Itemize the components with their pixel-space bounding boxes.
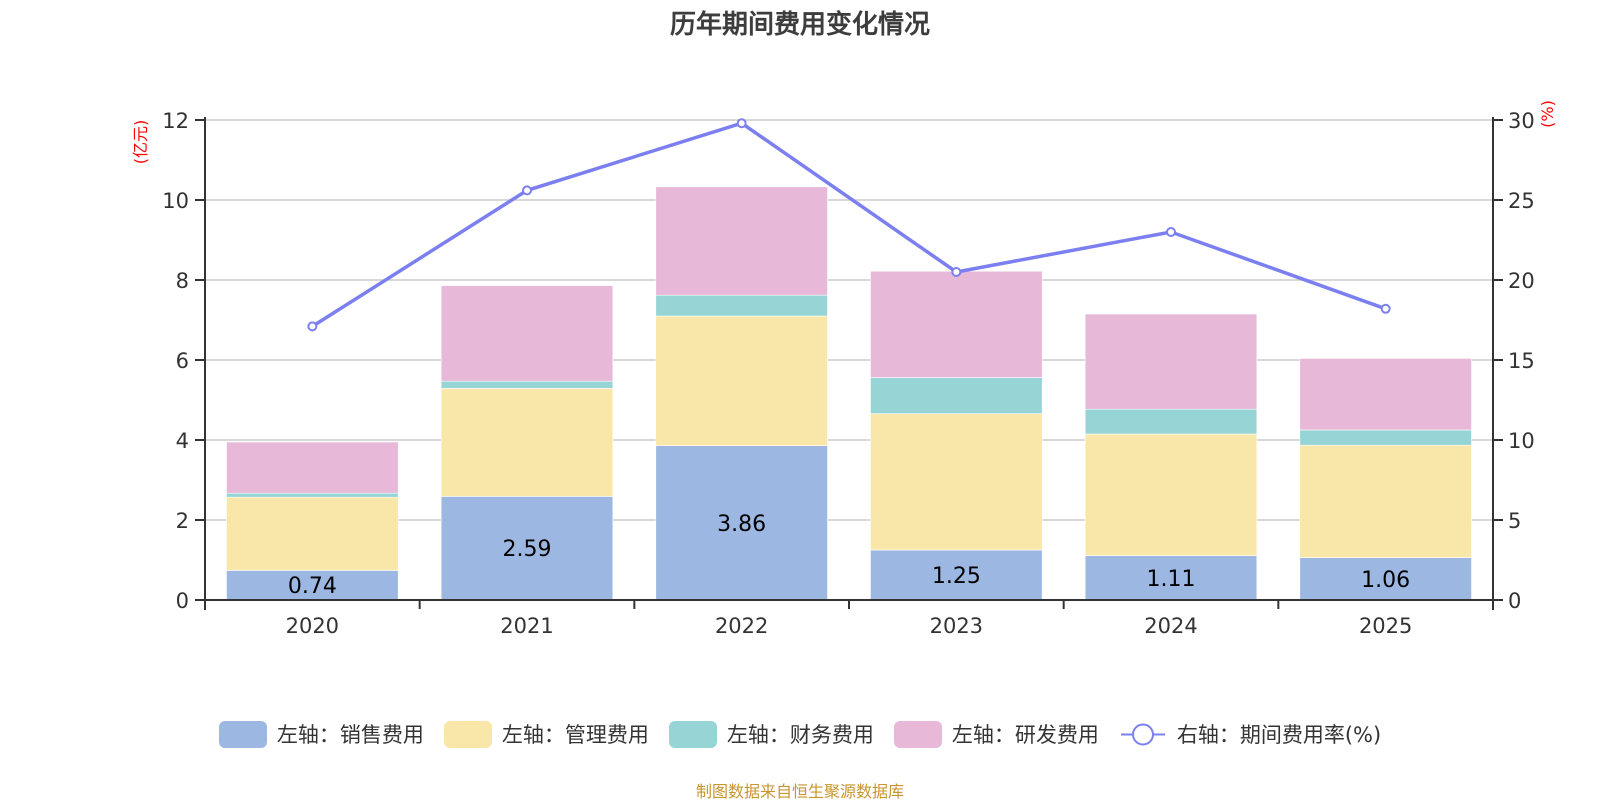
- bar-segment[interactable]: [226, 496, 399, 571]
- rate-line-point[interactable]: [307, 321, 318, 332]
- right-axis-tick-label: 30: [1508, 109, 1535, 133]
- legend-label: 左轴：研发费用: [951, 723, 1099, 747]
- bar-value-label: 2.59: [503, 537, 552, 562]
- legend-label: 左轴：财务费用: [726, 723, 874, 747]
- bar-value-label: 0.74: [288, 574, 337, 599]
- left-axis-tick-label: 12: [162, 109, 189, 133]
- grid-lines: [205, 119, 1493, 521]
- bar-segment[interactable]: [1299, 429, 1472, 446]
- rate-line-path: [311, 121, 1387, 328]
- legend-label: 右轴：期间费用率(%): [1176, 723, 1382, 747]
- rate-line-point[interactable]: [1380, 303, 1391, 314]
- legend-swatch-icon: [443, 720, 492, 748]
- bar-segment[interactable]: [655, 445, 828, 601]
- legend-item[interactable]: 左轴：研发费用: [893, 719, 1099, 749]
- x-axis-tick-label: 2021: [500, 614, 553, 638]
- bar-segment[interactable]: [226, 492, 399, 498]
- x-axis-tick-label: 2023: [930, 614, 983, 638]
- right-axis-tick-label: 10: [1508, 429, 1535, 453]
- bar-value-label: 1.06: [1361, 568, 1410, 593]
- labels: 0.74 2.59 3.86 1.25 1.11 1.06: [288, 512, 1410, 599]
- x-axis-tick-label: 2025: [1359, 614, 1412, 638]
- bar-segment[interactable]: [440, 496, 614, 601]
- legend-item[interactable]: 右轴：期间费用率(%): [1119, 719, 1381, 749]
- left-axis-tick-label: 2: [176, 509, 189, 533]
- bar-value-label: 1.25: [932, 564, 981, 589]
- legend: 左轴：销售费用 左轴：管理费用 左轴：财务费用 左轴：研发费用 右轴：期间费用率(%): [0, 719, 1600, 749]
- left-axis-tick-label: 0: [176, 589, 189, 613]
- right-axis-unit-label: (%): [1538, 100, 1557, 128]
- rate-line-point[interactable]: [1166, 227, 1176, 237]
- legend-swatch-icon: [893, 720, 942, 748]
- x-axis-tick-label: 2022: [715, 614, 768, 638]
- right-axis-tick-label: 5: [1508, 509, 1521, 533]
- bar-segment[interactable]: [1299, 358, 1472, 431]
- left-axis-tick-label: 6: [176, 349, 189, 373]
- bar-segment[interactable]: [1084, 408, 1258, 435]
- chart-title: 历年期间费用变化情况: [669, 10, 930, 40]
- legend-item[interactable]: 左轴：销售费用: [218, 719, 424, 749]
- left-axis-unit-label: (亿元): [131, 120, 150, 165]
- legend-label: 左轴：管理费用: [501, 723, 649, 747]
- bar-value-label: 1.11: [1147, 567, 1196, 592]
- left-axis-tick-label: 4: [176, 429, 189, 453]
- right-axis-tick-label: 25: [1508, 189, 1535, 213]
- x-axis-tick-label: 2024: [1144, 614, 1197, 638]
- bar-segment[interactable]: [440, 380, 614, 389]
- bar-segment[interactable]: [226, 441, 399, 494]
- bar-segment[interactable]: [655, 315, 828, 446]
- left-axis-tick-label: 10: [162, 189, 189, 213]
- bar-segment[interactable]: [1299, 444, 1472, 558]
- bar-segment[interactable]: [1084, 313, 1258, 410]
- x-axis-tick-label: 2020: [286, 614, 339, 638]
- bars: [226, 186, 1472, 601]
- bar-value-label: 3.86: [717, 512, 766, 537]
- bar-segment[interactable]: [655, 294, 828, 317]
- rate-line-point[interactable]: [522, 185, 532, 196]
- source-footer: 制图数据来自恒生聚源数据库: [695, 782, 904, 801]
- right-axis-tick-label: 0: [1508, 589, 1521, 613]
- left-axis-tick-label: 8: [176, 269, 189, 293]
- bar-segment[interactable]: [440, 388, 614, 497]
- bar-segment[interactable]: [226, 570, 399, 601]
- legend-swatch-icon: [218, 720, 267, 748]
- legend-swatch-icon: [668, 720, 717, 748]
- right-axis-tick-label: 15: [1508, 349, 1535, 373]
- legend-item[interactable]: 左轴：管理费用: [443, 719, 649, 749]
- bar-segment[interactable]: [1299, 557, 1472, 601]
- rate-line-point[interactable]: [736, 118, 747, 129]
- bar-segment[interactable]: [655, 186, 828, 296]
- rate-line-point[interactable]: [951, 267, 962, 277]
- bar-segment[interactable]: [870, 377, 1043, 414]
- bar-segment[interactable]: [440, 285, 614, 382]
- legend-line-circle-icon: [1119, 721, 1167, 748]
- bar-segment[interactable]: [870, 270, 1043, 378]
- bar-segment[interactable]: [1084, 433, 1258, 556]
- legend-label: 左轴：销售费用: [276, 723, 424, 747]
- legend-item[interactable]: 左轴：财务费用: [668, 719, 874, 749]
- right-axis-tick-label: 20: [1508, 269, 1535, 293]
- rate-line: [307, 118, 1391, 332]
- bar-segment[interactable]: [870, 413, 1043, 551]
